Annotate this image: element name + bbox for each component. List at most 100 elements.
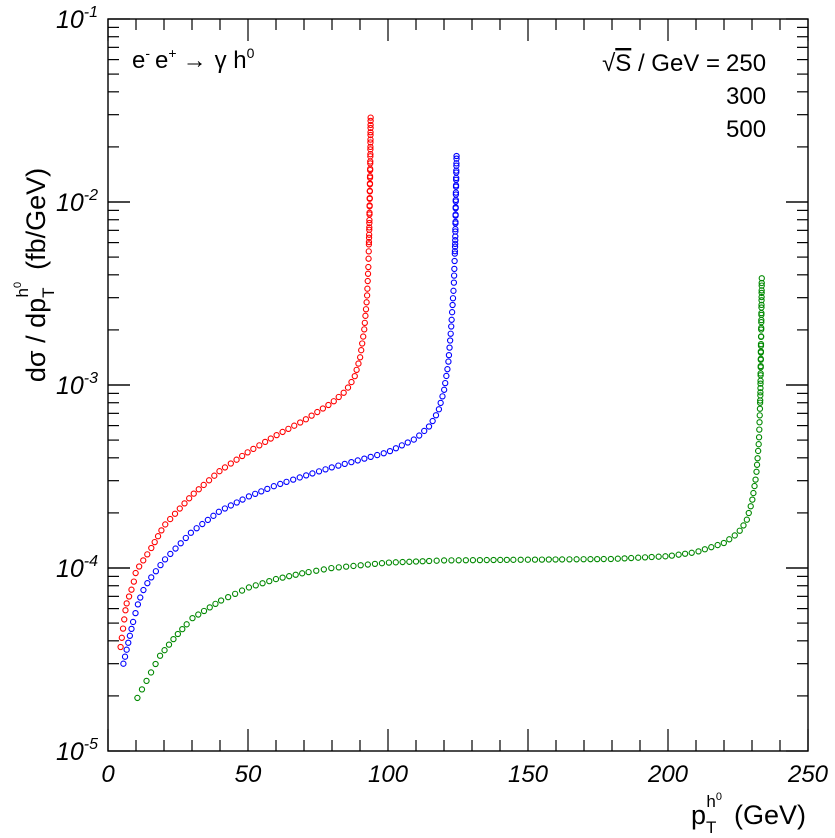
data-point-250 (344, 384, 352, 391)
data-point-250 (123, 600, 130, 607)
data-point-300 (452, 204, 459, 211)
data-point-250 (273, 431, 280, 439)
data-point-250 (351, 372, 358, 380)
data-point-250 (181, 500, 188, 507)
data-point-500 (245, 584, 253, 591)
data-point-500 (753, 468, 760, 475)
x-axis-title: pTh0(GeV) (691, 791, 806, 837)
data-point-300 (452, 240, 459, 247)
data-point-500 (749, 496, 756, 503)
data-point-250 (361, 326, 368, 333)
data-point-500 (224, 594, 232, 601)
data-point-250 (162, 521, 169, 528)
data-point-300 (123, 646, 130, 653)
data-point-300 (129, 618, 137, 626)
data-point-300 (392, 445, 400, 452)
data-point-500 (357, 562, 364, 569)
data-point-500 (755, 434, 763, 441)
data-point-250 (132, 569, 139, 577)
data-point-500 (552, 556, 559, 563)
data-point-300 (361, 455, 368, 462)
data-point-500 (701, 546, 709, 553)
data-point-500 (641, 554, 649, 561)
y-axis-title: dσ / dpTh0(fb/GeV) (12, 168, 58, 382)
data-point-250 (233, 456, 240, 463)
data-point-300 (264, 485, 271, 493)
data-point-500 (320, 566, 327, 573)
data-point-500 (628, 554, 635, 562)
data-point-500 (614, 555, 621, 562)
data-point-500 (600, 555, 607, 563)
y-tick-label: 10-3 (56, 370, 98, 400)
data-point-250 (285, 425, 292, 432)
data-point-500 (714, 541, 721, 549)
y-tick-label: 10-1 (56, 4, 98, 34)
data-point-250 (367, 114, 374, 121)
legend-title: √S / GeV = (602, 50, 720, 77)
data-point-250 (121, 616, 128, 623)
data-point-500 (573, 556, 580, 563)
data-point-500 (174, 630, 182, 638)
data-point-300 (452, 233, 459, 240)
data-point-250 (140, 557, 147, 564)
data-point-300 (435, 406, 443, 413)
data-point-250 (330, 398, 337, 405)
data-point-500 (206, 604, 213, 611)
data-point-500 (392, 559, 399, 566)
data-point-250 (205, 477, 213, 484)
data-point-500 (419, 558, 426, 565)
data-point-250 (364, 285, 371, 292)
data-point-300 (296, 474, 303, 481)
data-point-250 (261, 438, 269, 446)
data-point-500 (143, 677, 150, 685)
data-point-500 (757, 355, 764, 362)
data-point-250 (358, 347, 365, 354)
data-point-300 (429, 417, 436, 425)
y-tick-label: 10-2 (56, 187, 98, 217)
data-point-300 (157, 561, 164, 569)
data-point-300 (167, 550, 174, 558)
data-point-500 (668, 552, 676, 559)
data-point-250 (144, 551, 151, 558)
data-point-300 (380, 450, 387, 457)
data-point-300 (309, 470, 316, 477)
data-point-500 (238, 587, 246, 594)
data-point-500 (138, 686, 146, 693)
data-point-500 (335, 564, 342, 571)
data-point-300 (177, 540, 184, 547)
data-point-250 (362, 306, 370, 313)
data-point-250 (136, 563, 143, 570)
data-point-250 (366, 194, 373, 202)
data-point-250 (314, 408, 321, 416)
data-point-250 (250, 445, 257, 453)
data-point-500 (757, 377, 764, 384)
data-point-500 (566, 556, 573, 563)
data-point-300 (451, 265, 458, 273)
data-point-300 (215, 508, 222, 515)
data-point-250 (151, 538, 158, 546)
data-point-300 (386, 447, 394, 455)
data-point-250 (340, 389, 347, 396)
data-point-250 (367, 143, 374, 151)
data-point-300 (341, 460, 348, 468)
data-point-300 (398, 442, 406, 449)
data-point-250 (363, 292, 371, 299)
data-point-300 (442, 379, 449, 387)
data-point-250 (365, 241, 373, 248)
data-point-250 (148, 544, 155, 552)
data-point-250 (365, 238, 373, 246)
data-point-300 (445, 351, 453, 359)
data-point-300 (425, 423, 433, 430)
data-point-500 (483, 556, 490, 564)
data-point-300 (221, 505, 229, 512)
data-point-300 (140, 586, 147, 594)
data-point-500 (406, 558, 413, 565)
data-point-300 (128, 625, 135, 633)
data-point-500 (425, 557, 433, 565)
data-point-500 (695, 548, 702, 555)
data-point-250 (367, 151, 374, 158)
y-tick-label: 10-5 (56, 736, 98, 766)
data-point-300 (134, 601, 142, 608)
data-point-500 (758, 319, 765, 326)
data-point-250 (291, 422, 298, 429)
